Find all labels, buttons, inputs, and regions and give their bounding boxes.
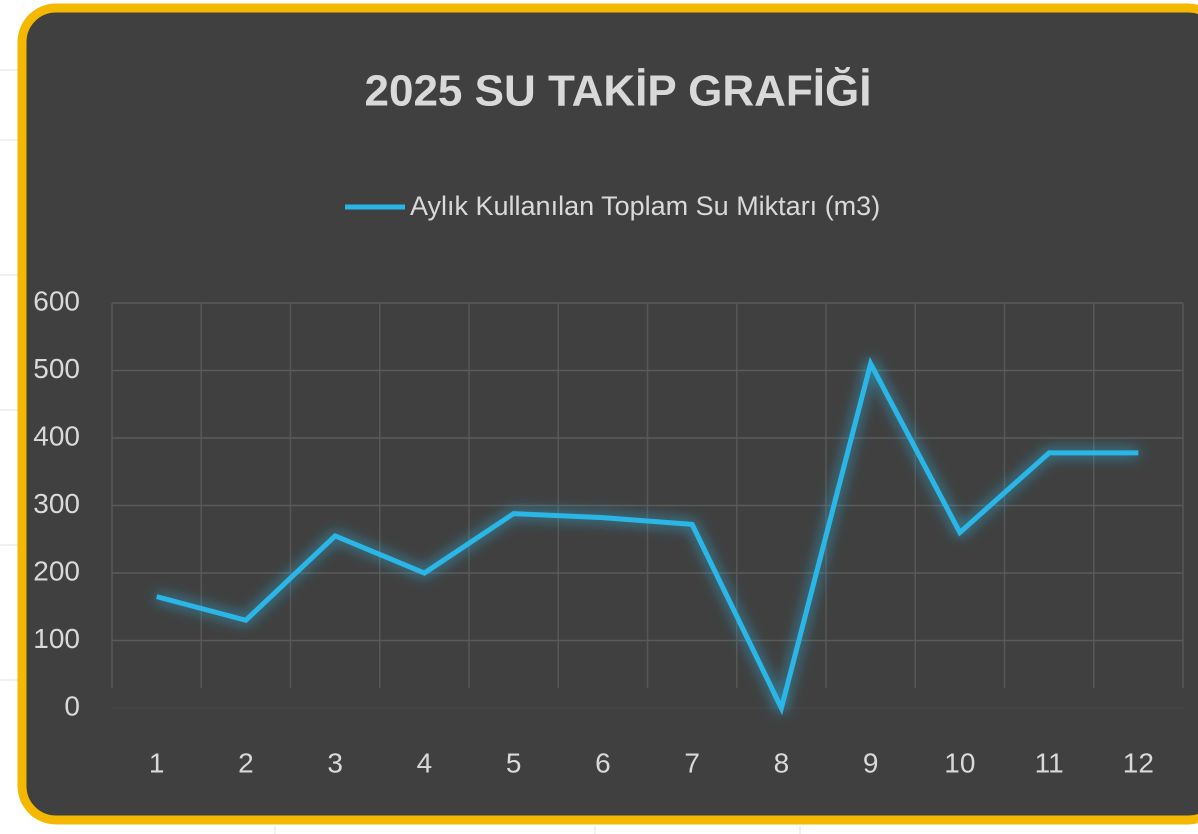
x-tick-label: 8 xyxy=(774,747,790,778)
y-tick-label: 500 xyxy=(33,353,80,384)
x-tick-label: 12 xyxy=(1123,747,1154,778)
x-tick-label: 11 xyxy=(1035,747,1064,778)
y-tick-label: 0 xyxy=(64,690,80,721)
y-tick-label: 600 xyxy=(33,285,80,316)
y-tick-label: 100 xyxy=(33,623,80,654)
legend-label: Aylık Kullanılan Toplam Su Miktarı (m3) xyxy=(410,191,880,221)
y-tick-label: 400 xyxy=(33,420,80,451)
chart-title: 2025 SU TAKİP GRAFİĞİ xyxy=(365,66,872,116)
sheet-grid xyxy=(0,69,801,834)
x-tick-label: 5 xyxy=(506,747,522,778)
x-tick-label: 3 xyxy=(327,747,343,778)
x-tick-label: 10 xyxy=(944,747,975,778)
x-tick-label: 6 xyxy=(595,747,611,778)
chart-panel xyxy=(17,3,1198,825)
y-tick-label: 200 xyxy=(33,555,80,586)
x-tick-label: 9 xyxy=(863,747,879,778)
series-line xyxy=(155,356,1139,716)
x-tick-label: 1 xyxy=(149,747,165,778)
x-tick-label: 7 xyxy=(684,747,700,778)
y-tick-label: 300 xyxy=(33,488,80,519)
x-tick-label: 4 xyxy=(417,747,433,778)
x-tick-label: 2 xyxy=(238,747,254,778)
